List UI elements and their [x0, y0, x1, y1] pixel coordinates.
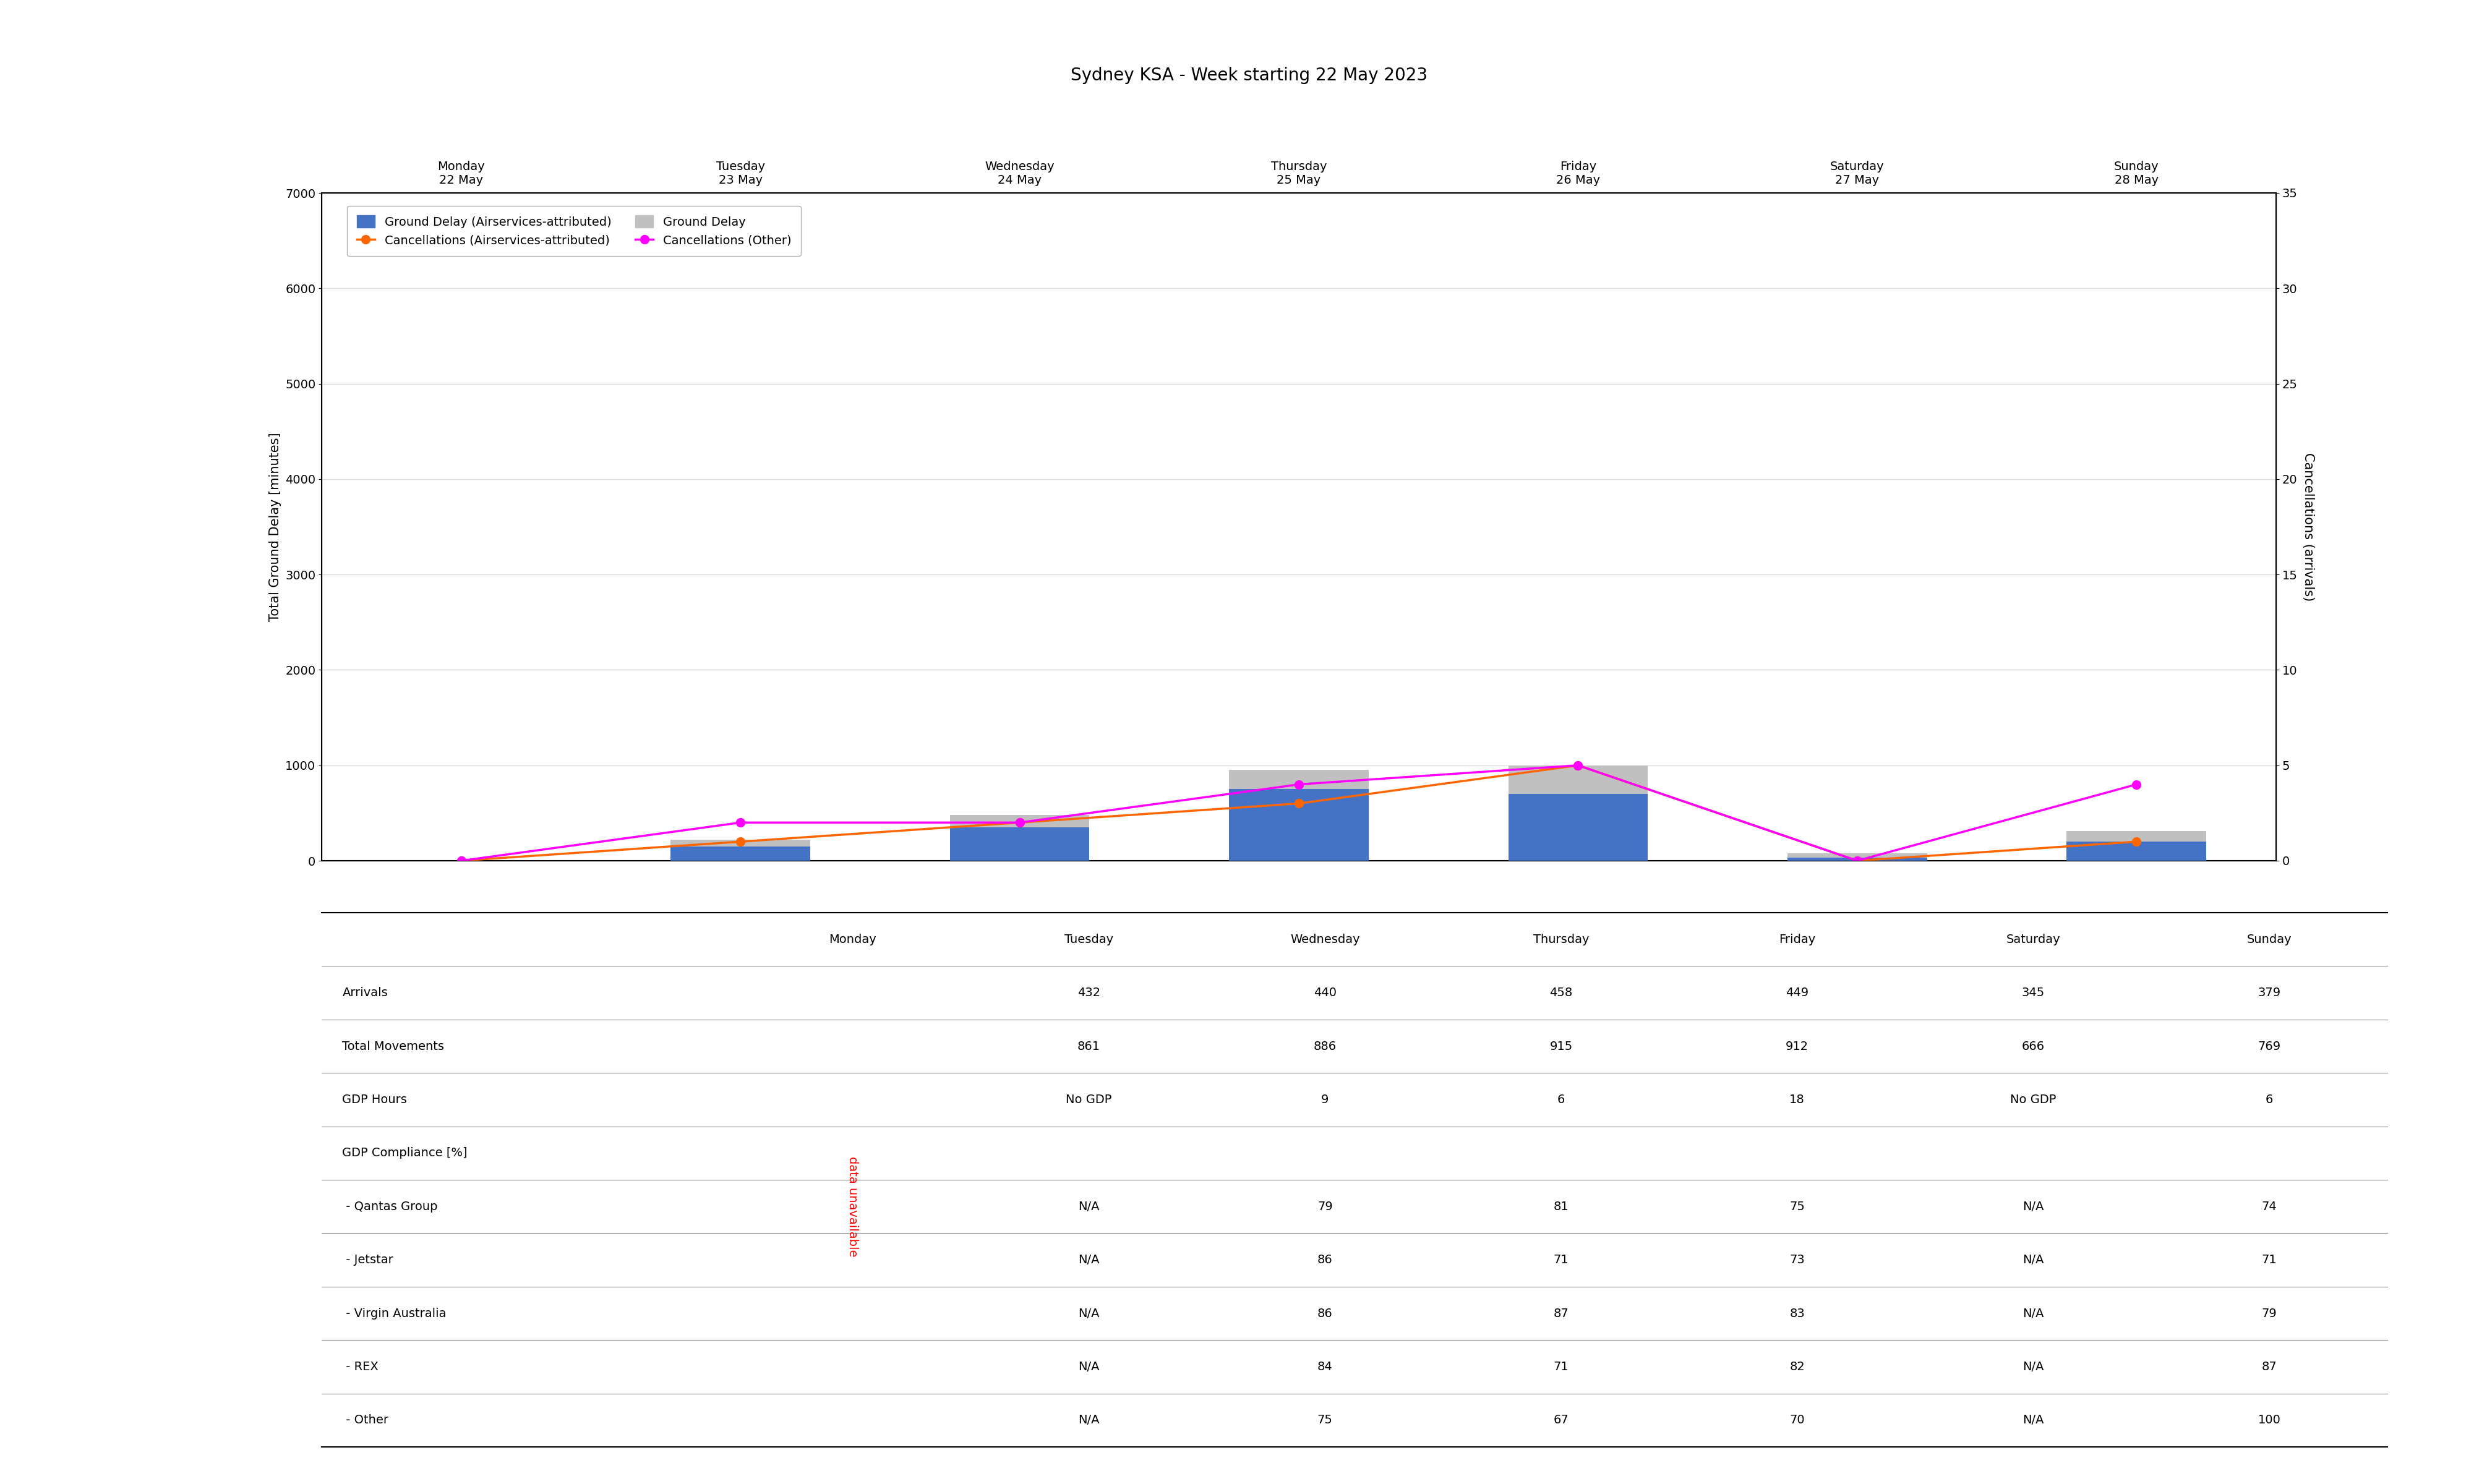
Text: Wednesday: Wednesday [1289, 933, 1361, 945]
Text: No GDP: No GDP [2011, 1094, 2056, 1106]
Text: Monday: Monday [829, 933, 876, 945]
Y-axis label: Total Ground Delay [minutes]: Total Ground Delay [minutes] [270, 432, 282, 622]
Text: 86: 86 [1316, 1307, 1333, 1319]
Text: - REX: - REX [341, 1361, 379, 1373]
Text: 9: 9 [1321, 1094, 1329, 1106]
Bar [950, 827, 1089, 861]
Text: Arrivals: Arrivals [341, 987, 388, 999]
Cancellations (Airservices-attributed) [1564, 757, 1593, 775]
Text: 83: 83 [1789, 1307, 1806, 1319]
Text: 75: 75 [1789, 1201, 1806, 1212]
Cancellations (Airservices-attributed) [725, 833, 755, 850]
Text: 861: 861 [1079, 1040, 1101, 1052]
Text: 345: 345 [2021, 987, 2046, 999]
Bar [2066, 831, 2207, 861]
Y-axis label: Cancellations (arrivals): Cancellations (arrivals) [2303, 453, 2316, 601]
Bar [1509, 766, 1648, 861]
Text: 379: 379 [2259, 987, 2281, 999]
Text: 75: 75 [1316, 1414, 1333, 1426]
Text: N/A: N/A [2024, 1201, 2044, 1212]
Text: Tuesday: Tuesday [1064, 933, 1113, 945]
Text: Sydney KSA - Week starting 22 May 2023: Sydney KSA - Week starting 22 May 2023 [1071, 67, 1427, 85]
Cancellations (Other) [725, 813, 755, 831]
Text: 915: 915 [1549, 1040, 1573, 1052]
Text: GDP Hours: GDP Hours [341, 1094, 408, 1106]
Text: - Other: - Other [341, 1414, 388, 1426]
Text: Saturday: Saturday [2006, 933, 2061, 945]
Text: Thursday: Thursday [1534, 933, 1588, 945]
Cancellations (Airservices-attributed) [445, 852, 475, 870]
Text: 666: 666 [2021, 1040, 2044, 1052]
Text: No GDP: No GDP [1066, 1094, 1111, 1106]
Cancellations (Airservices-attributed) [2123, 833, 2152, 850]
Text: 82: 82 [1789, 1361, 1806, 1373]
Text: 440: 440 [1314, 987, 1336, 999]
Text: 886: 886 [1314, 1040, 1336, 1052]
Cancellations (Airservices-attributed) [1284, 794, 1314, 812]
Text: Friday: Friday [1779, 933, 1816, 945]
Text: Sunday: Sunday [2246, 933, 2291, 945]
Text: 912: 912 [1786, 1040, 1808, 1052]
Text: N/A: N/A [2024, 1361, 2044, 1373]
Text: - Virgin Australia: - Virgin Australia [341, 1307, 445, 1319]
Line: Cancellations (Other): Cancellations (Other) [458, 761, 2140, 865]
Text: 18: 18 [1789, 1094, 1806, 1106]
Bar [1230, 789, 1368, 861]
Text: N/A: N/A [1079, 1361, 1098, 1373]
Text: N/A: N/A [1079, 1414, 1098, 1426]
Text: 81: 81 [1554, 1201, 1569, 1212]
Text: GDP Compliance [%]: GDP Compliance [%] [341, 1147, 468, 1159]
Cancellations (Other) [1004, 813, 1034, 831]
Text: N/A: N/A [2024, 1254, 2044, 1266]
Text: 71: 71 [1554, 1361, 1569, 1373]
Cancellations (Other) [1843, 852, 1873, 870]
Text: N/A: N/A [1079, 1254, 1098, 1266]
Text: 70: 70 [1789, 1414, 1806, 1426]
Text: 71: 71 [2261, 1254, 2276, 1266]
Text: data unavailable: data unavailable [846, 1156, 858, 1257]
Cancellations (Other) [1284, 776, 1314, 794]
Text: 79: 79 [1316, 1201, 1333, 1212]
Bar [670, 846, 811, 861]
Text: - Qantas Group: - Qantas Group [341, 1201, 438, 1212]
Text: N/A: N/A [1079, 1201, 1098, 1212]
Text: - Jetstar: - Jetstar [341, 1254, 393, 1266]
Bar [950, 815, 1089, 861]
Text: 449: 449 [1786, 987, 1808, 999]
Bar [2066, 841, 2207, 861]
Text: 74: 74 [2261, 1201, 2276, 1212]
Text: Total Movements: Total Movements [341, 1040, 445, 1052]
Legend: Ground Delay (Airservices-attributed), Cancellations (Airservices-attributed), G: Ground Delay (Airservices-attributed), C… [346, 206, 802, 257]
Text: 84: 84 [1316, 1361, 1333, 1373]
Cancellations (Airservices-attributed) [1843, 852, 1873, 870]
Text: 458: 458 [1549, 987, 1573, 999]
Cancellations (Other) [445, 852, 475, 870]
Text: 6: 6 [2266, 1094, 2274, 1106]
Cancellations (Airservices-attributed) [1004, 813, 1034, 831]
Text: 432: 432 [1079, 987, 1101, 999]
Text: N/A: N/A [2024, 1307, 2044, 1319]
Text: 86: 86 [1316, 1254, 1333, 1266]
Text: 100: 100 [2259, 1414, 2281, 1426]
Bar [1230, 770, 1368, 861]
Text: 79: 79 [2261, 1307, 2276, 1319]
Line: Cancellations (Airservices-attributed): Cancellations (Airservices-attributed) [458, 761, 2140, 865]
Text: 67: 67 [1554, 1414, 1569, 1426]
Text: 71: 71 [1554, 1254, 1569, 1266]
Text: 87: 87 [2261, 1361, 2276, 1373]
Text: 87: 87 [1554, 1307, 1569, 1319]
Text: 6: 6 [1556, 1094, 1566, 1106]
Bar [1509, 794, 1648, 861]
Text: N/A: N/A [1079, 1307, 1098, 1319]
Text: 769: 769 [2259, 1040, 2281, 1052]
Bar [670, 840, 811, 861]
Text: 73: 73 [1789, 1254, 1806, 1266]
Bar [1786, 853, 1927, 861]
Cancellations (Other) [2123, 776, 2152, 794]
Cancellations (Other) [1564, 757, 1593, 775]
Bar [1786, 858, 1927, 861]
Text: N/A: N/A [2024, 1414, 2044, 1426]
